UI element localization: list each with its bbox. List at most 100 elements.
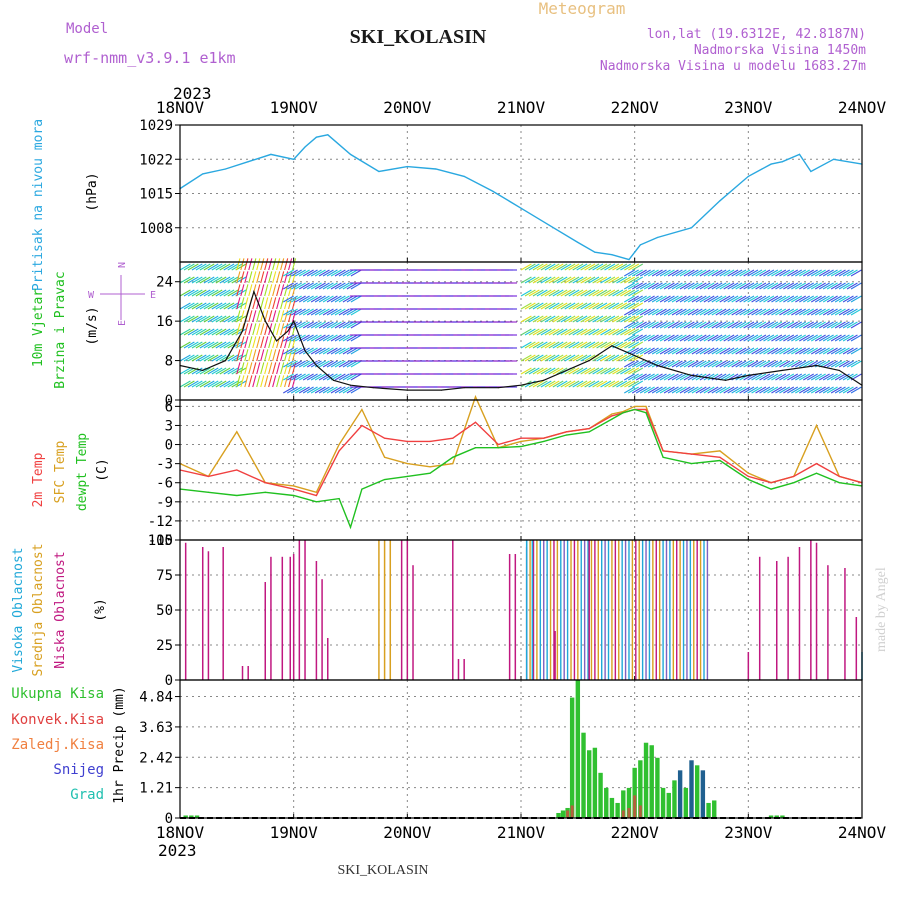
wind-arrow [580,380,592,388]
compass-e2: E [150,290,156,301]
wind-arrow [580,263,592,271]
wind-arrow [707,347,719,355]
wind-arrow [282,386,294,394]
precip-bar [655,757,660,818]
wind-arrow [631,308,643,316]
wind-arrow [627,308,639,316]
wind-arrow [675,373,687,381]
wind-arrow [604,289,616,297]
wind-arrow [240,375,245,388]
wind-arrow [252,297,257,310]
y-tick-label: 50 [156,603,173,619]
wind-arrow [711,321,723,329]
wind-arrow [703,295,715,303]
wind-arrow [723,373,735,381]
wind-speed-line-point [611,345,613,347]
wind-arrow [596,289,608,297]
sfc-temp-line-point [622,410,624,413]
wind-arrow [822,308,834,316]
wind-arrow [346,360,358,368]
wind-arrow [735,321,747,329]
wind-arrow [187,263,199,271]
wind-arrow [703,360,715,368]
wind-arrow [560,354,572,362]
wind-arrow [528,354,540,362]
wind-arrow [846,308,858,316]
wind-arrow [528,276,540,284]
wind-arrow [612,354,624,362]
wind-arrow [532,276,544,284]
wind-arrow [544,380,556,388]
wind-arrow [703,373,715,381]
wind-arrow [244,336,249,349]
wind-arrow [775,373,787,381]
wind-arrow [276,323,281,336]
wind-arrow [298,321,310,329]
ylabel-t2m: 2m Temp [31,452,46,507]
precip-bar [677,770,683,818]
wind-arrow [838,295,850,303]
wind-arrow [227,276,239,284]
wind-arrow [588,302,600,310]
wind-arrow [548,289,560,297]
wind-arrow [842,386,854,394]
compass-e: E [117,320,128,326]
wind-arrow [639,347,651,355]
wind-arrow [302,334,314,342]
pressure-line-point [202,173,204,175]
wind-arrow [268,271,273,284]
wind-arrow [711,282,723,290]
wind-arrow [588,289,600,297]
wind-arrow [191,302,203,310]
ylabel-cloud-mid: Srednja Oblacnost [31,543,46,676]
wind-arrow [719,360,731,368]
wind-arrow [207,380,219,388]
x-tick-bottom-24nov: 24NOV [838,823,887,842]
wind-arrow [326,360,338,368]
wind-arrow [763,373,775,381]
wind-arrow [818,308,830,316]
wind-arrow [663,269,675,277]
wind-arrow [703,282,715,290]
wind-arrow [310,295,322,303]
precip-bar [638,760,643,818]
wind-arrow [236,284,241,297]
wind-arrow [826,347,838,355]
wind-arrow [787,282,799,290]
wind-arrow [659,282,671,290]
wind-arrow [318,282,330,290]
wind-arrow [739,295,751,303]
wind-arrow [215,315,227,323]
wind-arrow [223,315,235,323]
wind-arrow [240,349,245,362]
t2m-line-point [429,440,431,442]
wind-arrow [536,367,548,375]
wind-arrow [707,373,719,381]
wind-arrow [322,373,334,381]
wind-arrow [715,269,727,277]
wind-arrow [276,310,281,323]
wind-arrow [683,334,695,342]
x-tick-bottom-20nov: 20NOV [383,823,432,842]
wind-arrow [183,354,195,362]
wind-arrow [179,289,191,297]
wind-arrow [580,315,592,323]
wind-arrow [334,373,346,381]
wind-arrow [576,302,588,310]
wind-arrow [775,360,787,368]
wind-arrow [600,315,612,323]
wind-arrow [759,334,771,342]
wind-arrow [532,341,544,349]
y-tick-label: 3.63 [139,720,173,736]
wind-arrow [695,295,707,303]
wind-arrow [691,321,703,329]
wind-speed-line-point [838,369,840,372]
wind-arrow [663,295,675,303]
wind-arrow [703,347,715,355]
wind-arrow [795,334,807,342]
wind-arrow [635,308,647,316]
precip-bar [666,792,671,818]
wind-arrow [187,302,199,310]
pressure-line-point [327,134,329,136]
t2m-line-point [662,450,664,452]
